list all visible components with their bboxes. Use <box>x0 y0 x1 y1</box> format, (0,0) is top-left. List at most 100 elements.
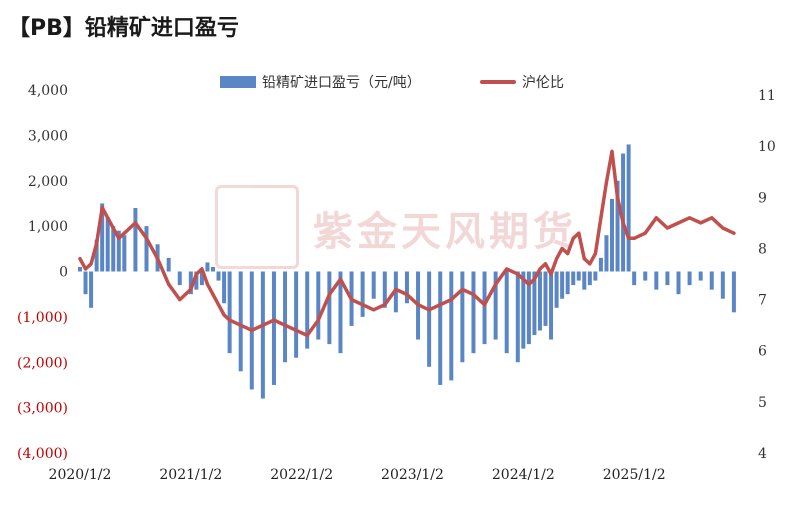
y-left-tick-label: 4,000 <box>28 83 68 99</box>
line-point <box>449 298 453 302</box>
bar <box>665 271 670 286</box>
bar <box>593 271 598 281</box>
bar <box>543 271 548 326</box>
legend: 铅精矿进口盈亏（元/吨） 沪伦比 <box>0 70 789 94</box>
line-point <box>588 262 592 266</box>
line-point <box>610 149 614 153</box>
bar <box>89 271 94 308</box>
bar <box>565 271 570 295</box>
bar <box>643 271 648 281</box>
line-point <box>211 292 215 297</box>
y-right-tick-label: 4 <box>758 446 767 462</box>
line-point <box>721 226 725 230</box>
bar <box>294 271 299 358</box>
legend-line-swatch <box>480 80 516 84</box>
bar <box>521 271 526 349</box>
x-tick-label: 2022/1/2 <box>270 467 333 483</box>
bar <box>471 271 476 354</box>
bar <box>493 271 498 340</box>
line-point <box>521 277 525 281</box>
bar <box>632 271 637 286</box>
bar <box>526 271 531 345</box>
line-point <box>699 221 703 225</box>
bar <box>371 271 376 299</box>
bar <box>260 271 265 399</box>
y-right-tick-label: 11 <box>758 88 776 104</box>
line-point <box>615 195 620 199</box>
bar <box>327 271 332 345</box>
line-point <box>654 216 658 220</box>
legend-bar-swatch <box>220 76 256 88</box>
legend-item-bar: 铅精矿进口盈亏（元/吨） <box>220 72 421 92</box>
bar <box>610 198 614 272</box>
line-point <box>272 318 276 322</box>
legend-label-line: 沪伦比 <box>522 75 564 91</box>
line-point <box>643 231 647 235</box>
line-point <box>178 298 182 302</box>
line-point <box>222 313 226 317</box>
line-point <box>416 303 420 307</box>
bar <box>709 271 714 290</box>
line-point <box>527 282 531 286</box>
bar <box>427 271 432 367</box>
legend-label-bar: 铅精矿进口盈亏（元/吨） <box>262 75 421 91</box>
line-point <box>471 292 476 297</box>
line-point <box>532 277 537 281</box>
line-point <box>494 282 498 286</box>
line-point <box>394 287 398 291</box>
bar <box>571 271 576 286</box>
line-point <box>604 180 609 184</box>
line-point <box>665 226 670 230</box>
bar <box>720 271 725 299</box>
y-left-tick-label: 0 <box>59 265 68 281</box>
line-point <box>194 272 198 276</box>
y-left-tick-label: (2,000) <box>17 355 68 371</box>
bar <box>615 180 620 272</box>
y-right-tick-label: 7 <box>758 293 767 309</box>
bar <box>687 271 692 286</box>
bar <box>382 271 387 308</box>
bar <box>222 271 227 304</box>
line-point <box>571 236 575 240</box>
bar <box>560 271 565 299</box>
bar <box>515 271 520 363</box>
bar <box>227 271 232 354</box>
bar <box>482 271 487 345</box>
bar <box>144 226 149 272</box>
line-point <box>305 333 309 338</box>
x-tick-label: 2020/1/2 <box>49 467 112 483</box>
line-point <box>338 277 343 281</box>
line-point <box>427 308 431 312</box>
x-tick-label: 2021/1/2 <box>159 467 222 483</box>
line-point <box>95 241 99 245</box>
y-left-tick-label: (3,000) <box>17 401 68 417</box>
line-point <box>205 282 210 286</box>
line-point <box>117 236 121 240</box>
bar <box>316 271 321 340</box>
bar <box>211 266 215 272</box>
bar <box>133 207 138 272</box>
y-left-tick-label: (1,000) <box>17 310 68 326</box>
bar <box>78 266 82 272</box>
line-point <box>405 292 409 297</box>
line-point <box>83 267 88 271</box>
y-left-tick-label: 2,000 <box>28 174 68 190</box>
bar <box>698 271 703 281</box>
bar <box>460 271 465 363</box>
line-point <box>228 318 232 322</box>
bar <box>105 217 110 272</box>
line-point <box>438 303 442 307</box>
line-point <box>460 287 464 291</box>
x-tick-label: 2025/1/2 <box>603 467 666 483</box>
line-series-shanghai-london-ratio <box>78 149 736 338</box>
line-point <box>687 216 692 220</box>
bar <box>576 271 581 281</box>
bar <box>199 271 204 286</box>
y-right-tick-label: 6 <box>758 344 767 360</box>
line-point <box>239 323 243 327</box>
line-point <box>627 236 631 240</box>
line-point <box>327 292 331 297</box>
y-left-tick-label: 3,000 <box>28 128 68 144</box>
bar <box>271 271 276 385</box>
